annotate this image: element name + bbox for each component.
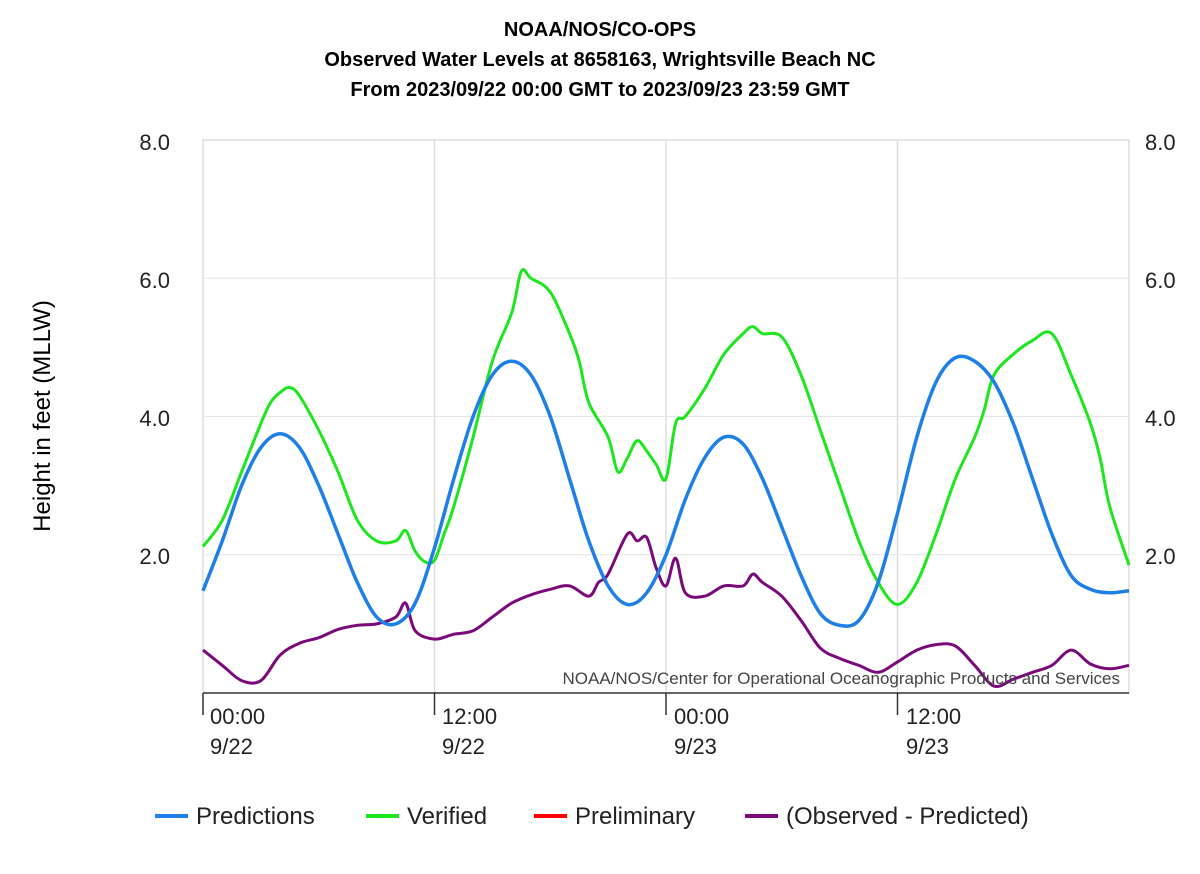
y-tick-label-right-2: 2.0 [1145,544,1176,569]
y-tick-label-right-8: 8.0 [1145,130,1176,155]
y-tick-label-left-6: 6.0 [139,268,170,293]
y-axis-title: Height in feet (MLLW) [29,300,56,532]
x-tick-time-3: 12:00 [906,704,961,729]
x-tick-date-0: 9/22 [210,734,253,759]
y-tick-label-left-4: 4.0 [139,406,170,431]
legend-label-observed-minus-predicted: (Observed - Predicted) [786,803,1029,830]
series-line-observed-minus-predicted [202,531,1130,689]
series-line-predictions [201,354,1130,628]
legend: Predictions Verified Preliminary (Observ… [155,803,1029,830]
y-tick-label-left-8: 8.0 [139,130,170,155]
y-tick-label-left-2: 2.0 [139,544,170,569]
x-tick-date-3: 9/23 [906,734,949,759]
grid-lines [203,140,1129,693]
x-tick-time-2: 00:00 [674,704,729,729]
chart-title-line-1: NOAA/NOS/CO-OPS [504,19,696,41]
series-layer [201,267,1131,689]
legend-label-preliminary: Preliminary [575,803,695,830]
x-ticks [202,693,899,715]
series-line-verified [201,267,1131,606]
x-tick-date-1: 9/22 [442,734,485,759]
credit-text: NOAA/NOS/Center for Operational Oceanogr… [563,669,1121,688]
chart-title-line-3: From 2023/09/22 00:00 GMT to 2023/09/23 … [350,79,849,101]
y-tick-label-right-6: 6.0 [1145,268,1176,293]
x-tick-time-1: 12:00 [442,704,497,729]
chart-title-line-2: Observed Water Levels at 8658163, Wright… [324,49,875,71]
legend-label-verified: Verified [407,803,487,830]
x-tick-time-0: 00:00 [210,704,265,729]
legend-label-predictions: Predictions [196,803,315,830]
y-tick-label-right-4: 4.0 [1145,406,1176,431]
x-tick-date-2: 9/23 [674,734,717,759]
